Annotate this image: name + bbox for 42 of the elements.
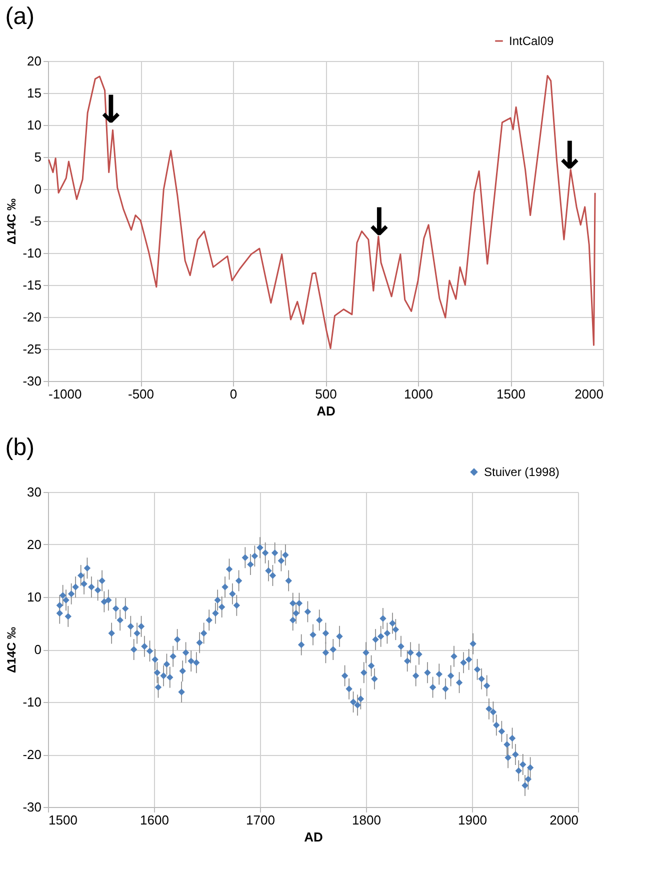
y-tick-label: 0 [34,182,42,196]
annotation: ↓ [554,134,586,178]
x-axis-title: AD [316,404,336,418]
x-tick-label: 1500 [48,812,78,828]
y-tick-label: -20 [22,310,42,324]
chart-title: (a) [5,3,35,30]
x-tick-label: 1000 [404,386,433,402]
y-tick-label: -30 [22,374,42,388]
x-tick-label: 2000 [574,386,604,402]
y-tick-label: -25 [22,342,42,356]
line-series [48,74,596,350]
y-tick-label: 15 [27,86,42,100]
y-tick-label: 20 [27,537,42,552]
chart-title: (b) [5,434,35,461]
y-tick-label: -10 [22,694,42,710]
legend-label: Stuiver (1998) [484,465,560,479]
x-tick-label: 500 [315,386,337,402]
x-tick-label: 1700 [246,812,275,828]
y-tick-label: -10 [22,246,42,260]
x-tick-label: 1800 [352,812,381,828]
x-tick-label: 0 [230,386,238,402]
x-tick-label: 2000 [550,812,578,828]
y-tick-label: -20 [22,747,42,762]
y-axis-title: Δ14C ‰ [4,627,19,673]
y-tick-label: 20 [27,54,42,68]
x-tick-label: 1600 [140,812,169,828]
x-tick-label: -1000 [48,386,82,402]
y-tick-label: -30 [22,800,42,814]
y-tick-label: -15 [22,278,42,292]
y-tick-label: -5 [30,214,42,228]
x-tick-label: 1900 [458,812,487,828]
x-tick-label: 1500 [496,386,526,402]
y-tick-label: 0 [34,642,42,657]
y-tick-label: 5 [34,150,42,164]
x-tick-label: -500 [128,386,154,402]
x-axis-title: AD [304,830,323,844]
y-axis-title: Δ14C ‰ [4,198,19,244]
legend-label: IntCal09 [509,34,554,48]
y-tick-label: 30 [27,484,42,500]
y-tick-label: 10 [27,590,42,604]
annotation: ↓ [363,200,396,244]
y-tick-label: 10 [27,118,42,132]
